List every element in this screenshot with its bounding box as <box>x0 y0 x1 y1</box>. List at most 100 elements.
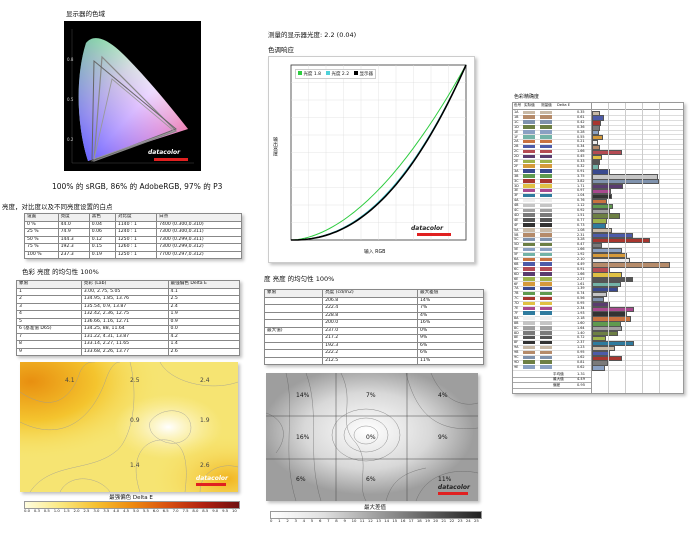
delta-e-bar <box>592 218 608 224</box>
table-row: 100 % 237.3 0.19 1250 : 1 7700 (0.297,0.312) <box>24 250 242 259</box>
patch-id: 9E <box>514 364 519 369</box>
measured-swatch <box>540 345 552 350</box>
accuracy-row: 1E 0.28 <box>513 130 683 136</box>
delta-e-bar <box>592 252 627 258</box>
patch-id: 3E <box>514 188 519 193</box>
delta-e-value: 1.23 <box>577 345 585 350</box>
ul-brand-logo: datacolor <box>437 484 470 491</box>
col-header: 最大差值 <box>416 289 485 298</box>
actual-swatch <box>523 345 535 350</box>
delta-e-bar <box>592 120 602 126</box>
delta-e-bar <box>592 164 600 170</box>
delta-e-value: 0.95 <box>577 301 585 306</box>
table-row: 5 136.66, 1.16, 12.71 0.9 <box>16 317 240 326</box>
delta-e-value: 1.60 <box>577 320 585 325</box>
accuracy-row: 3A 0.91 <box>513 169 683 175</box>
table-row: 25 % 74.9 0.06 1240 : 1 7300 (0.300,0.311) <box>24 228 242 237</box>
table-cell: 2.6 <box>167 347 240 356</box>
measured-swatch <box>540 247 552 252</box>
delta-e-bar <box>592 311 627 317</box>
patch-id: 3A <box>514 168 519 173</box>
legend-item-2.2: 光度 2.2 <box>326 71 349 77</box>
patch-id: 5A <box>514 227 519 232</box>
measured-swatch <box>540 188 552 193</box>
legend-tick: 21 <box>441 518 447 523</box>
summary-row: 最大值 4.49 <box>513 377 591 384</box>
accuracy-row: 5E 1.66 <box>513 247 683 254</box>
actual-swatch <box>523 233 535 237</box>
table-cell: 14% <box>416 296 485 305</box>
table-cell: 1140 : 1 <box>114 220 158 229</box>
table-cell: 3.00, 2.75, 5.05 <box>80 287 169 296</box>
gamma-title: 测量的显示器光度: 2.2 (0.04) <box>268 31 357 39</box>
measured-swatch <box>540 193 552 198</box>
table-row: 222.2 6% <box>263 349 485 358</box>
legend-tick: 25 <box>474 518 479 523</box>
table-cell: 6% <box>416 349 485 358</box>
table-row: 200.0 16% <box>263 319 485 328</box>
legend-tick: 12 <box>367 518 373 523</box>
accuracy-row: 1F 0.55 <box>513 135 683 141</box>
table-cell: 1240 : 1 <box>114 228 158 237</box>
table-cell: 192.3 <box>57 243 90 252</box>
patch-id: 1C <box>514 119 519 124</box>
accuracy-row: 9E 0.62 <box>513 365 683 371</box>
accuracy-row: 2C 1.66 <box>513 149 683 156</box>
summary-row: 平均值 1.31 <box>513 372 591 378</box>
table-cell: 1.9 <box>167 310 240 319</box>
summary-row: 偏差 0.95 <box>513 383 591 389</box>
map-value-label: 6% <box>296 476 306 483</box>
actual-swatch <box>523 125 535 129</box>
actual-swatch <box>523 130 535 134</box>
patch-id: 6F <box>514 281 519 286</box>
table-cell: 0.19 <box>88 250 116 259</box>
delta-e-bar <box>592 301 611 307</box>
legend-tick: 0.5 <box>43 508 50 513</box>
delta-e-bar <box>592 321 622 327</box>
delta-e-bar <box>592 282 622 288</box>
legend-tick: 24 <box>465 518 471 523</box>
patch-id: 5E <box>514 247 519 252</box>
delta-e-value: 0.34 <box>577 144 585 149</box>
measured-swatch <box>540 218 552 222</box>
delta-e-bar <box>592 213 620 219</box>
measured-swatch <box>540 272 552 276</box>
accuracy-row: 5B 2.31 <box>513 233 683 239</box>
delta-e-bar <box>592 139 598 146</box>
legend-tick: 10 <box>351 518 357 523</box>
table-cell: 100 % <box>24 250 59 259</box>
legend-item-monitor: 显示器 <box>354 71 373 77</box>
gamma-brand-logo: datacolor <box>411 225 444 232</box>
table-cell <box>263 311 324 320</box>
legend-tick: 1.5 <box>63 508 70 513</box>
actual-swatch <box>523 223 535 227</box>
brightness-col-header: 设置 <box>24 213 59 222</box>
brand-bar <box>417 233 451 236</box>
table-cell: 4.1 <box>167 287 240 296</box>
legend-item-1.8: 光度 1.8 <box>298 71 321 77</box>
actual-swatch <box>523 272 535 276</box>
accuracy-row: 2F 0.32 <box>513 164 683 170</box>
legend-tick: 9.5 <box>222 508 229 513</box>
actual-swatch <box>523 257 535 261</box>
patch-id: 4C <box>514 208 519 212</box>
table-cell: 7400 (0.300,0.310) <box>156 220 242 229</box>
measured-swatch <box>540 242 552 247</box>
actual-swatch <box>523 277 535 281</box>
table-cell: 0.06 <box>88 228 116 237</box>
actual-swatch <box>523 188 535 193</box>
legend-tick: 8.0 <box>192 508 199 513</box>
delta-e-bar <box>592 135 604 141</box>
measured-swatch <box>540 198 552 203</box>
table-cell: 1250 : 1 <box>114 235 158 244</box>
table-row: 4 132.42, 2.36, 12.75 1.9 <box>16 310 240 319</box>
delta-e-bar <box>592 159 600 165</box>
delta-e-bar <box>592 345 615 352</box>
actual-swatch <box>523 340 535 345</box>
col-header: 最强偏色 Delta E <box>167 280 240 289</box>
legend-tick: 6 <box>318 518 322 523</box>
actual-swatch <box>523 365 535 369</box>
table-cell: 3 <box>16 302 82 311</box>
patch-id: 4E <box>514 217 519 222</box>
summary-label: 偏差 <box>553 382 561 387</box>
